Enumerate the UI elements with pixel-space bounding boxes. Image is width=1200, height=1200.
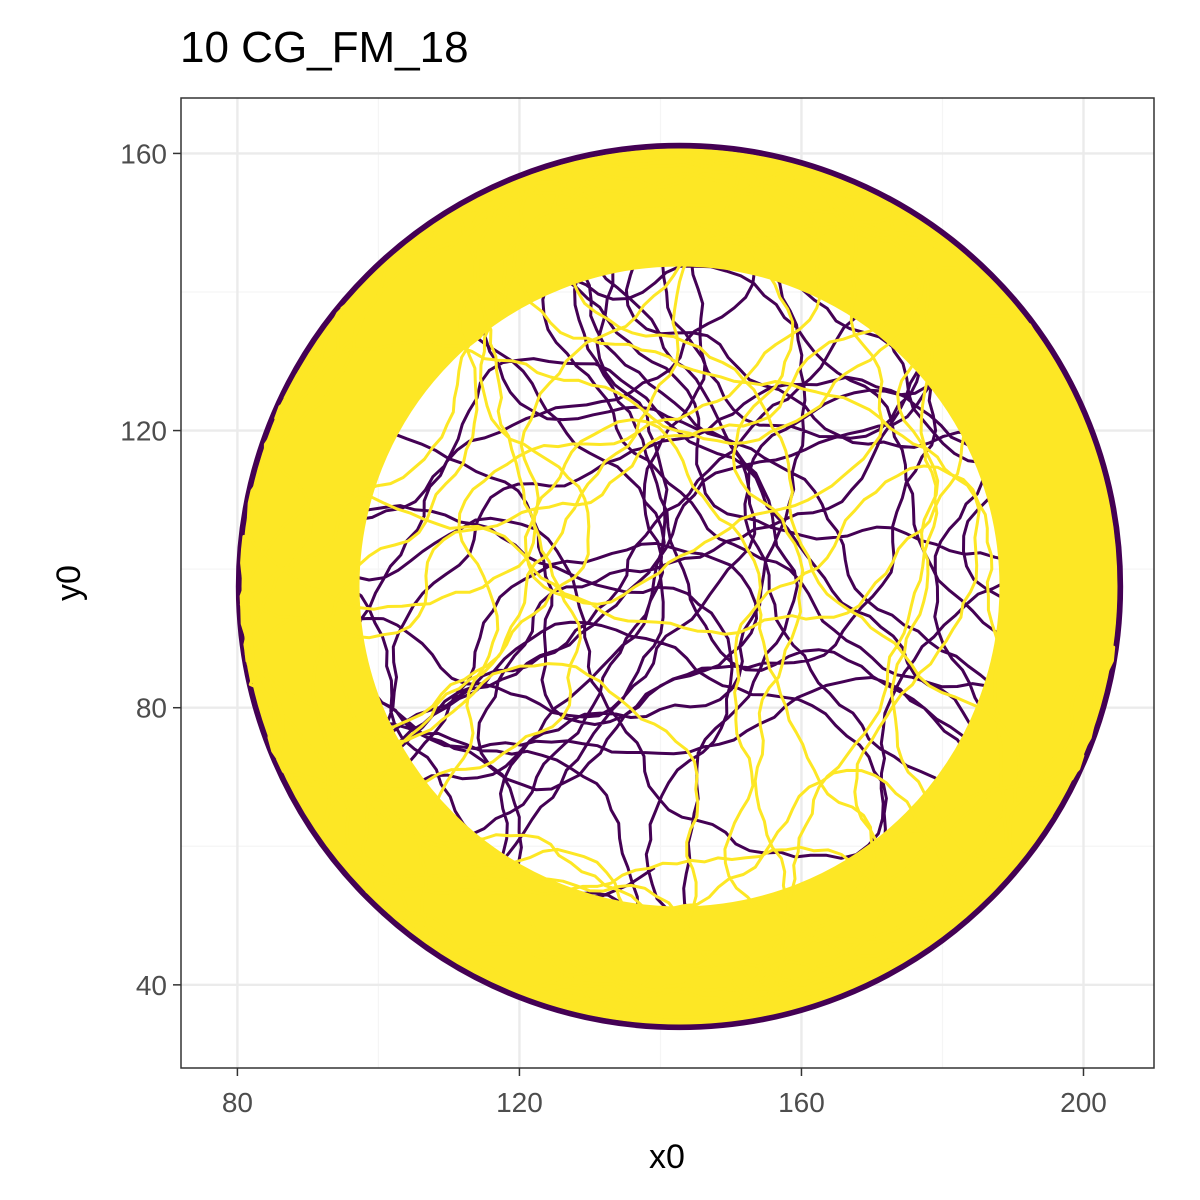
tracks: [235, 142, 1124, 1031]
y-axis-title: y0: [50, 565, 88, 601]
y-tick-label: 80: [136, 693, 167, 724]
trajectory-wall-1: [235, 142, 1124, 1031]
y-tick-label: 40: [136, 970, 167, 1001]
y-tick-label: 120: [120, 416, 167, 447]
trajectory-series-2: [239, 148, 1118, 1025]
y-tick-label: 160: [120, 138, 167, 169]
plot-panel: [180, 97, 1155, 1069]
trajectory-wall-band-2: [241, 148, 1118, 1025]
x-tick-label: 80: [222, 1087, 253, 1118]
x-tick-label: 120: [496, 1087, 543, 1118]
x-tick-label: 160: [778, 1087, 825, 1118]
panel-border: [180, 97, 1155, 1069]
chart-title: 10 CG_FM_18: [180, 23, 469, 72]
x-axis: 80 120 160 200: [222, 1068, 1107, 1118]
x-tick-label: 200: [1060, 1087, 1107, 1118]
y-axis: 40 80 120 160: [120, 138, 181, 1001]
trajectory-line-2: [239, 152, 1116, 1019]
x-axis-title: x0: [649, 1138, 685, 1176]
